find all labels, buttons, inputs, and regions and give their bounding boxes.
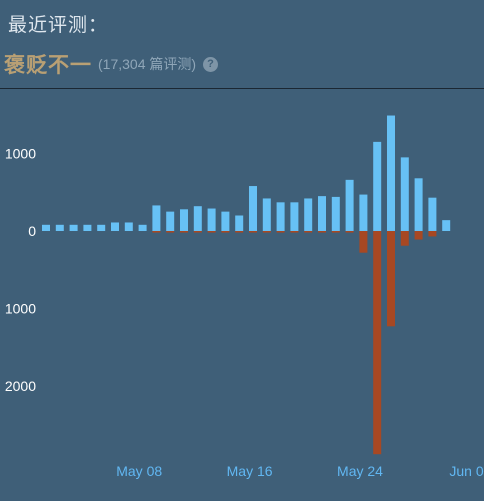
positive-bar[interactable] bbox=[69, 224, 78, 231]
help-icon[interactable]: ? bbox=[203, 56, 219, 72]
positive-bar[interactable] bbox=[166, 211, 175, 231]
negative-bar[interactable] bbox=[345, 231, 354, 233]
negative-bar[interactable] bbox=[207, 231, 216, 233]
negative-bar[interactable] bbox=[262, 231, 271, 233]
negative-bar[interactable] bbox=[152, 231, 161, 233]
y-tick-label: 2000 bbox=[5, 378, 36, 394]
negative-bar[interactable] bbox=[180, 231, 188, 233]
positive-bar[interactable] bbox=[373, 141, 382, 231]
positive-bar[interactable] bbox=[207, 208, 216, 231]
header-divider bbox=[0, 88, 484, 89]
x-tick-label: Jun 01 bbox=[449, 463, 484, 479]
positive-bar[interactable] bbox=[249, 186, 257, 231]
positive-bar[interactable] bbox=[290, 202, 299, 231]
x-tick-label: May 16 bbox=[227, 463, 273, 479]
review-summary: 褒贬不一 (17,304 篇评测) ? bbox=[4, 49, 219, 79]
positive-bar[interactable] bbox=[400, 157, 409, 231]
positive-bar[interactable] bbox=[304, 198, 313, 231]
recent-reviews-heading: 最近评测： bbox=[8, 15, 109, 36]
positive-bar[interactable] bbox=[331, 196, 340, 231]
negative-bar[interactable] bbox=[387, 231, 395, 327]
positive-bar[interactable] bbox=[97, 224, 106, 231]
positive-bar[interactable] bbox=[83, 224, 92, 231]
y-tick-label: 1000 bbox=[5, 301, 36, 317]
negative-bar[interactable] bbox=[400, 231, 409, 246]
negative-bar[interactable] bbox=[221, 231, 230, 233]
negative-bar[interactable] bbox=[193, 231, 202, 233]
negative-bar[interactable] bbox=[414, 231, 423, 240]
negative-bar[interactable] bbox=[249, 231, 257, 233]
positive-bar[interactable] bbox=[124, 222, 133, 231]
x-tick-label: May 08 bbox=[116, 463, 162, 479]
x-tick-label: May 24 bbox=[337, 463, 383, 479]
positive-bar[interactable] bbox=[262, 198, 271, 231]
negative-bar[interactable] bbox=[166, 231, 175, 233]
positive-bar[interactable] bbox=[235, 215, 244, 232]
positive-bar[interactable] bbox=[138, 224, 147, 231]
review-rating-label: 褒贬不一 bbox=[4, 54, 92, 77]
positive-bar[interactable] bbox=[111, 222, 119, 231]
negative-bar[interactable] bbox=[359, 231, 368, 253]
positive-bar[interactable] bbox=[221, 211, 230, 231]
positive-bar[interactable] bbox=[276, 202, 285, 231]
negative-bar[interactable] bbox=[331, 231, 340, 233]
positive-bar[interactable] bbox=[359, 194, 368, 231]
negative-bar[interactable] bbox=[304, 231, 313, 233]
reviews-header: 最近评测： 褒贬不一 (17,304 篇评测) ? bbox=[0, 0, 484, 88]
positive-bar[interactable] bbox=[345, 179, 354, 231]
review-count: (17,304 篇评测) bbox=[98, 56, 197, 72]
negative-bar[interactable] bbox=[276, 231, 285, 233]
negative-bar[interactable] bbox=[428, 231, 437, 237]
positive-bar[interactable] bbox=[42, 224, 50, 231]
positive-bar[interactable] bbox=[442, 220, 451, 231]
positive-bar[interactable] bbox=[193, 206, 202, 231]
negative-bar[interactable] bbox=[235, 231, 244, 233]
positive-bar[interactable] bbox=[180, 209, 188, 231]
positive-bar[interactable] bbox=[55, 224, 64, 231]
positive-bar[interactable] bbox=[428, 197, 437, 231]
positive-bar[interactable] bbox=[387, 115, 395, 231]
positive-bar[interactable] bbox=[318, 196, 326, 231]
negative-bar[interactable] bbox=[373, 231, 382, 455]
y-tick-label: 0 bbox=[28, 223, 36, 239]
positive-bar[interactable] bbox=[152, 205, 161, 231]
negative-bar[interactable] bbox=[290, 231, 299, 233]
y-tick-label: 1000 bbox=[5, 146, 36, 162]
negative-bar[interactable] bbox=[318, 231, 326, 233]
positive-bar[interactable] bbox=[414, 178, 423, 231]
